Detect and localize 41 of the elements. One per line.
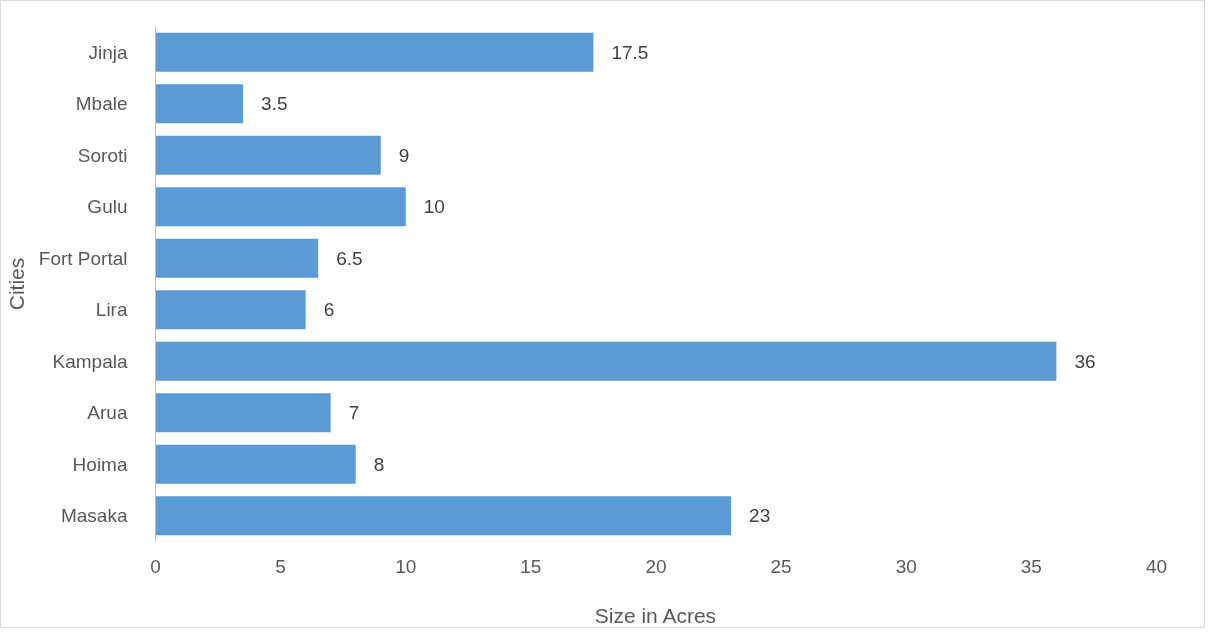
data-label: 7 — [348, 402, 360, 424]
y-tick-label: Kampala — [52, 350, 128, 372]
data-label: 10 — [423, 196, 445, 218]
y-tick-label: Lira — [95, 299, 128, 321]
bar — [155, 135, 381, 175]
y-axis-title: Cities — [4, 257, 28, 311]
x-tick-label: 40 — [1145, 555, 1168, 577]
x-tick-label: 10 — [395, 555, 417, 577]
data-label: 36 — [1074, 350, 1096, 372]
data-label: 8 — [373, 453, 385, 475]
data-label: 3.5 — [261, 93, 288, 115]
x-tick-label: 20 — [645, 555, 667, 577]
data-label: 17.5 — [611, 41, 649, 63]
data-label: 6.5 — [336, 247, 363, 269]
bar — [155, 444, 356, 484]
bar — [155, 187, 406, 227]
x-tick-label: 5 — [275, 555, 286, 577]
y-tick-label: Mbale — [75, 93, 128, 115]
data-label: 9 — [398, 144, 410, 166]
y-tick-label: Gulu — [87, 196, 128, 218]
y-tick-label: Soroti — [77, 144, 128, 166]
bar — [155, 84, 244, 124]
bar — [155, 341, 1057, 381]
bar — [155, 290, 306, 330]
y-tick-label: Masaka — [60, 505, 128, 527]
x-tick-label: 0 — [150, 555, 161, 577]
bar — [155, 496, 732, 536]
data-label: 6 — [323, 299, 335, 321]
bar — [155, 393, 331, 433]
y-tick-label: Jinja — [88, 41, 128, 63]
x-tick-label: 15 — [520, 555, 542, 577]
y-tick-label: Hoima — [72, 453, 128, 475]
bar — [155, 32, 594, 72]
bar — [155, 238, 319, 278]
data-label: 23 — [749, 505, 771, 527]
x-tick-label: 25 — [770, 555, 792, 577]
x-axis-title: Size in Acres — [594, 603, 717, 627]
y-tick-label: Fort Portal — [38, 247, 128, 269]
x-tick-label: 30 — [895, 555, 917, 577]
x-tick-label: 35 — [1020, 555, 1042, 577]
y-tick-label: Arua — [87, 402, 128, 424]
